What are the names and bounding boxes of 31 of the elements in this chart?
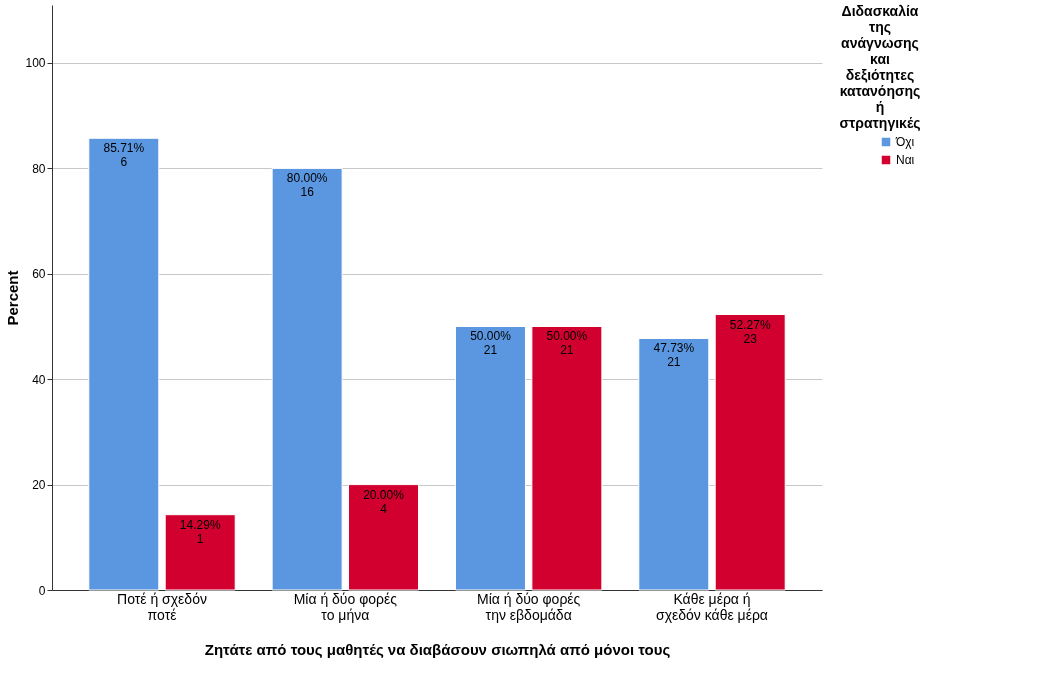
bar bbox=[454, 325, 526, 591]
bar bbox=[164, 514, 236, 591]
y-tick-label: 100 bbox=[25, 56, 46, 71]
y-tick-label: 40 bbox=[32, 372, 46, 387]
y-axis-title: Percent bbox=[4, 270, 22, 326]
y-tick-label: 20 bbox=[32, 478, 46, 493]
x-tick-label: Μία ή δύο φορές το μήνα bbox=[293, 590, 398, 623]
x-axis-title: Ζητάτε από τους μαθητές να διαβάσουν σιωπηλά από μόνοι τους bbox=[204, 640, 671, 658]
data-label: 50.00% 21 bbox=[470, 329, 512, 358]
data-label: 14.29% 1 bbox=[179, 517, 221, 546]
bar bbox=[348, 484, 420, 591]
bar bbox=[88, 137, 160, 591]
x-tick-label: Μία ή δύο φορές την εβδομάδα bbox=[476, 590, 581, 623]
y-tick-label: 0 bbox=[38, 583, 46, 598]
y-tick-label: 60 bbox=[32, 267, 46, 282]
data-label: 52.27% 23 bbox=[729, 317, 771, 346]
data-label: 47.73% 21 bbox=[653, 341, 695, 370]
x-tick-label: Ποτέ ή σχεδόν ποτέ bbox=[117, 590, 207, 623]
y-tick-label: 80 bbox=[32, 161, 46, 176]
x-tick-label: Κάθε μέρα ή σχεδόν κάθε μέρα bbox=[656, 590, 768, 623]
bar bbox=[271, 167, 343, 591]
legend-title: Διδασκαλία της ανάγνωσης και δεξιότητες κατανόησης ή στρατηγικές bbox=[839, 3, 921, 131]
bar bbox=[531, 325, 603, 591]
legend-label: Ναι bbox=[896, 153, 915, 167]
bar bbox=[638, 337, 710, 591]
data-label: 80.00% 16 bbox=[286, 171, 328, 200]
legend-label: Όχι bbox=[895, 135, 915, 149]
data-label: 85.71% 6 bbox=[103, 141, 145, 170]
data-label: 50.00% 21 bbox=[546, 329, 588, 358]
bar bbox=[714, 314, 786, 591]
data-label: 20.00% 4 bbox=[363, 487, 405, 516]
